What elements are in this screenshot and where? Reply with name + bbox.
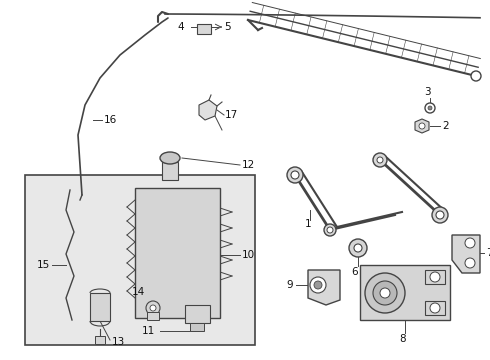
Text: 1: 1 bbox=[305, 219, 311, 229]
Text: 3: 3 bbox=[424, 87, 430, 97]
Polygon shape bbox=[415, 119, 429, 133]
Bar bbox=[90, 293, 110, 321]
Circle shape bbox=[291, 171, 299, 179]
Circle shape bbox=[373, 153, 387, 167]
Text: 17: 17 bbox=[225, 110, 238, 120]
Bar bbox=[147, 312, 159, 320]
Text: 16: 16 bbox=[104, 115, 117, 125]
Bar bbox=[135, 188, 220, 318]
Bar bbox=[162, 162, 178, 180]
Circle shape bbox=[430, 272, 440, 282]
Circle shape bbox=[465, 238, 475, 248]
Circle shape bbox=[432, 207, 448, 223]
Bar bbox=[197, 24, 211, 34]
Bar bbox=[425, 270, 445, 284]
Text: 2: 2 bbox=[442, 121, 449, 131]
Circle shape bbox=[380, 288, 390, 298]
Text: 11: 11 bbox=[142, 326, 155, 336]
Bar bbox=[425, 301, 445, 315]
Circle shape bbox=[310, 277, 326, 293]
Ellipse shape bbox=[160, 152, 180, 164]
Text: 6: 6 bbox=[352, 267, 358, 277]
Circle shape bbox=[419, 123, 425, 129]
Bar bbox=[95, 336, 105, 344]
Circle shape bbox=[349, 239, 367, 257]
Text: 4: 4 bbox=[177, 22, 184, 32]
Text: 10: 10 bbox=[242, 250, 255, 260]
Circle shape bbox=[425, 103, 435, 113]
Circle shape bbox=[430, 303, 440, 313]
Circle shape bbox=[287, 167, 303, 183]
Circle shape bbox=[324, 224, 336, 236]
Text: 7: 7 bbox=[486, 248, 490, 258]
Polygon shape bbox=[308, 270, 340, 305]
Circle shape bbox=[373, 281, 397, 305]
Text: 5: 5 bbox=[224, 22, 231, 32]
Circle shape bbox=[428, 106, 432, 110]
Bar bbox=[185, 305, 210, 323]
Polygon shape bbox=[199, 100, 217, 120]
Circle shape bbox=[377, 157, 383, 163]
Circle shape bbox=[150, 305, 156, 311]
Text: 14: 14 bbox=[132, 287, 145, 297]
Polygon shape bbox=[452, 235, 480, 273]
Text: 15: 15 bbox=[37, 260, 50, 270]
Circle shape bbox=[146, 301, 160, 315]
Circle shape bbox=[314, 281, 322, 289]
Bar bbox=[360, 265, 450, 320]
Circle shape bbox=[327, 227, 333, 233]
Circle shape bbox=[354, 244, 362, 252]
Bar bbox=[190, 323, 204, 331]
Circle shape bbox=[436, 211, 444, 219]
Text: 12: 12 bbox=[242, 160, 255, 170]
Circle shape bbox=[365, 273, 405, 313]
Circle shape bbox=[465, 258, 475, 268]
Bar bbox=[25, 175, 255, 345]
Text: 13: 13 bbox=[112, 337, 125, 347]
Text: 8: 8 bbox=[400, 334, 406, 344]
Text: 9: 9 bbox=[286, 280, 293, 290]
Circle shape bbox=[471, 71, 481, 81]
